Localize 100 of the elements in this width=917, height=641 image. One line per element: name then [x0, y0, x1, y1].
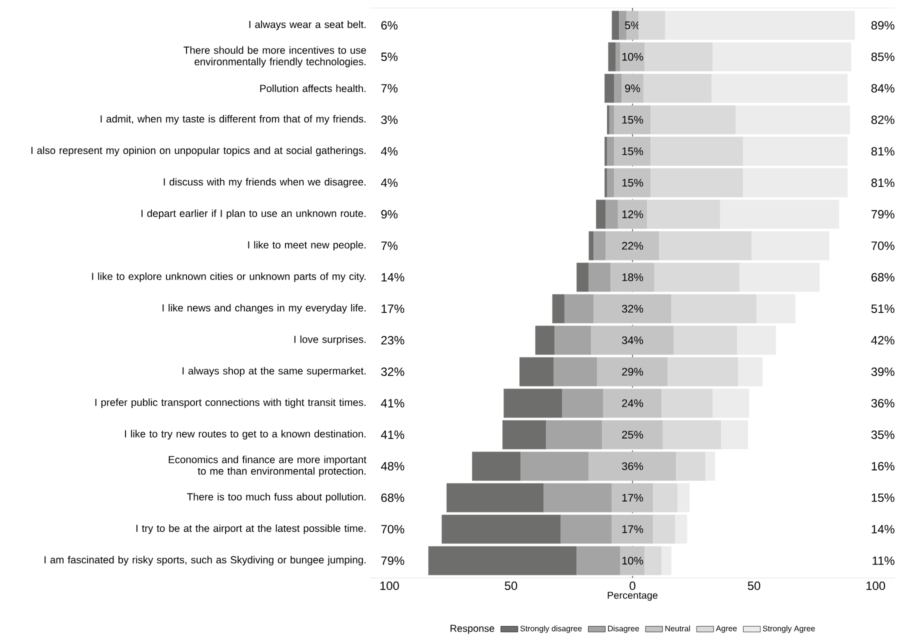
annotation: 68% [381, 493, 404, 502]
bar [614, 105, 651, 134]
y-tick-label: I love surprises. [294, 335, 366, 346]
data-label: 25% [622, 430, 644, 439]
annotation: 39% [871, 368, 894, 376]
y-tick-label: I always wear a seat belt. [249, 20, 366, 30]
bar [622, 74, 644, 103]
bar [752, 231, 830, 260]
y-tick-label: Pollution affects health. [260, 84, 366, 92]
bar [602, 420, 663, 450]
y-tick-label: I prefer public transport connections with tight transit times. [95, 398, 366, 408]
bar [650, 136, 744, 166]
bar [594, 231, 606, 260]
bar [620, 546, 645, 576]
data-label: 29% [622, 368, 644, 376]
bar [618, 200, 648, 229]
bar [442, 514, 561, 544]
annotation: 11% [872, 556, 894, 565]
bar [721, 420, 748, 450]
bar [612, 10, 620, 40]
bar [546, 420, 602, 450]
bar [743, 136, 848, 166]
data-label: 15% [622, 147, 644, 156]
annotation: 7% [381, 84, 398, 92]
bar [644, 42, 713, 72]
annotation: 70% [381, 524, 404, 534]
bar [604, 74, 614, 103]
annotation: 85% [871, 52, 894, 62]
data-label: 15% [622, 178, 644, 187]
bar [554, 357, 598, 386]
x-tick-label: 50 [504, 582, 518, 590]
bar [711, 74, 848, 103]
bar [576, 262, 589, 292]
bar [738, 357, 763, 386]
bar [596, 200, 606, 229]
data-label: 15% [622, 116, 644, 124]
bar [597, 357, 668, 386]
bar [614, 74, 622, 103]
bar [612, 514, 654, 544]
bar [712, 42, 852, 72]
bar [603, 388, 662, 418]
x-axis-title: Percentage [608, 592, 658, 601]
bar [588, 231, 594, 260]
legend-title: Response [450, 624, 494, 634]
bar [650, 105, 736, 134]
data-label: 36% [622, 462, 644, 470]
bar [653, 514, 676, 544]
x-tick-label: 100 [866, 582, 886, 590]
bar [736, 105, 850, 134]
y-tick-label: I depart earlier if I plan to use an unknown route. [142, 209, 366, 220]
bar [520, 452, 589, 481]
bar [712, 388, 750, 418]
bar [676, 452, 706, 481]
bar [675, 514, 688, 544]
bar [705, 452, 716, 481]
bar [606, 231, 660, 260]
bar [662, 388, 713, 418]
annotation: 7% [381, 242, 398, 250]
annotation: 70% [871, 242, 894, 250]
bar [626, 10, 639, 40]
bar [502, 420, 546, 450]
annotation: 81% [871, 147, 894, 156]
bar [472, 452, 521, 481]
annotation: 5% [381, 52, 398, 62]
data-label: 17% [622, 525, 644, 534]
annotation: 32% [381, 368, 404, 376]
bar [668, 357, 738, 386]
annotation: 51% [871, 304, 894, 313]
annotation: 9% [381, 210, 398, 218]
bar [720, 200, 840, 229]
annotation: 15% [872, 493, 894, 502]
annotation: 16% [872, 462, 894, 470]
y-tick-label: Economics and finance are more important to me than environmental protection. [168, 456, 366, 477]
annotation: 42% [871, 336, 894, 344]
x-tick-label: 50 [748, 582, 760, 590]
bar [674, 326, 738, 355]
bar [606, 105, 610, 134]
bar [576, 546, 620, 576]
annotation: 14% [872, 525, 894, 534]
y-tick-label: I always shop at the same supermarket. [182, 366, 366, 377]
bar [608, 42, 616, 72]
bar [591, 326, 674, 355]
bar [619, 10, 626, 40]
y-tick-label: There should be more incentives to use environmentally friendly technologies. [184, 46, 366, 68]
bar [519, 357, 554, 386]
x-tick-label: 100 [380, 582, 399, 590]
bar [643, 74, 712, 103]
annotation: 4% [380, 178, 398, 187]
data-label: 32% [622, 304, 644, 313]
annotation: 82% [871, 116, 894, 124]
y-tick-label: I am fascinated by risky sports, such as Skydiving or bungee jumping. [44, 556, 366, 566]
y-tick-label: I also represent my opinion on unpopular topics and at social gatherings. [31, 146, 366, 156]
bar [535, 326, 555, 355]
annotation: 84% [871, 84, 894, 93]
annotation: 23% [381, 336, 404, 344]
bar [638, 10, 666, 40]
y-tick-label: I like news and changes in my everyday life. [162, 304, 366, 314]
annotation: 41% [380, 430, 404, 439]
data-label: 18% [622, 273, 644, 282]
bar [677, 483, 690, 512]
